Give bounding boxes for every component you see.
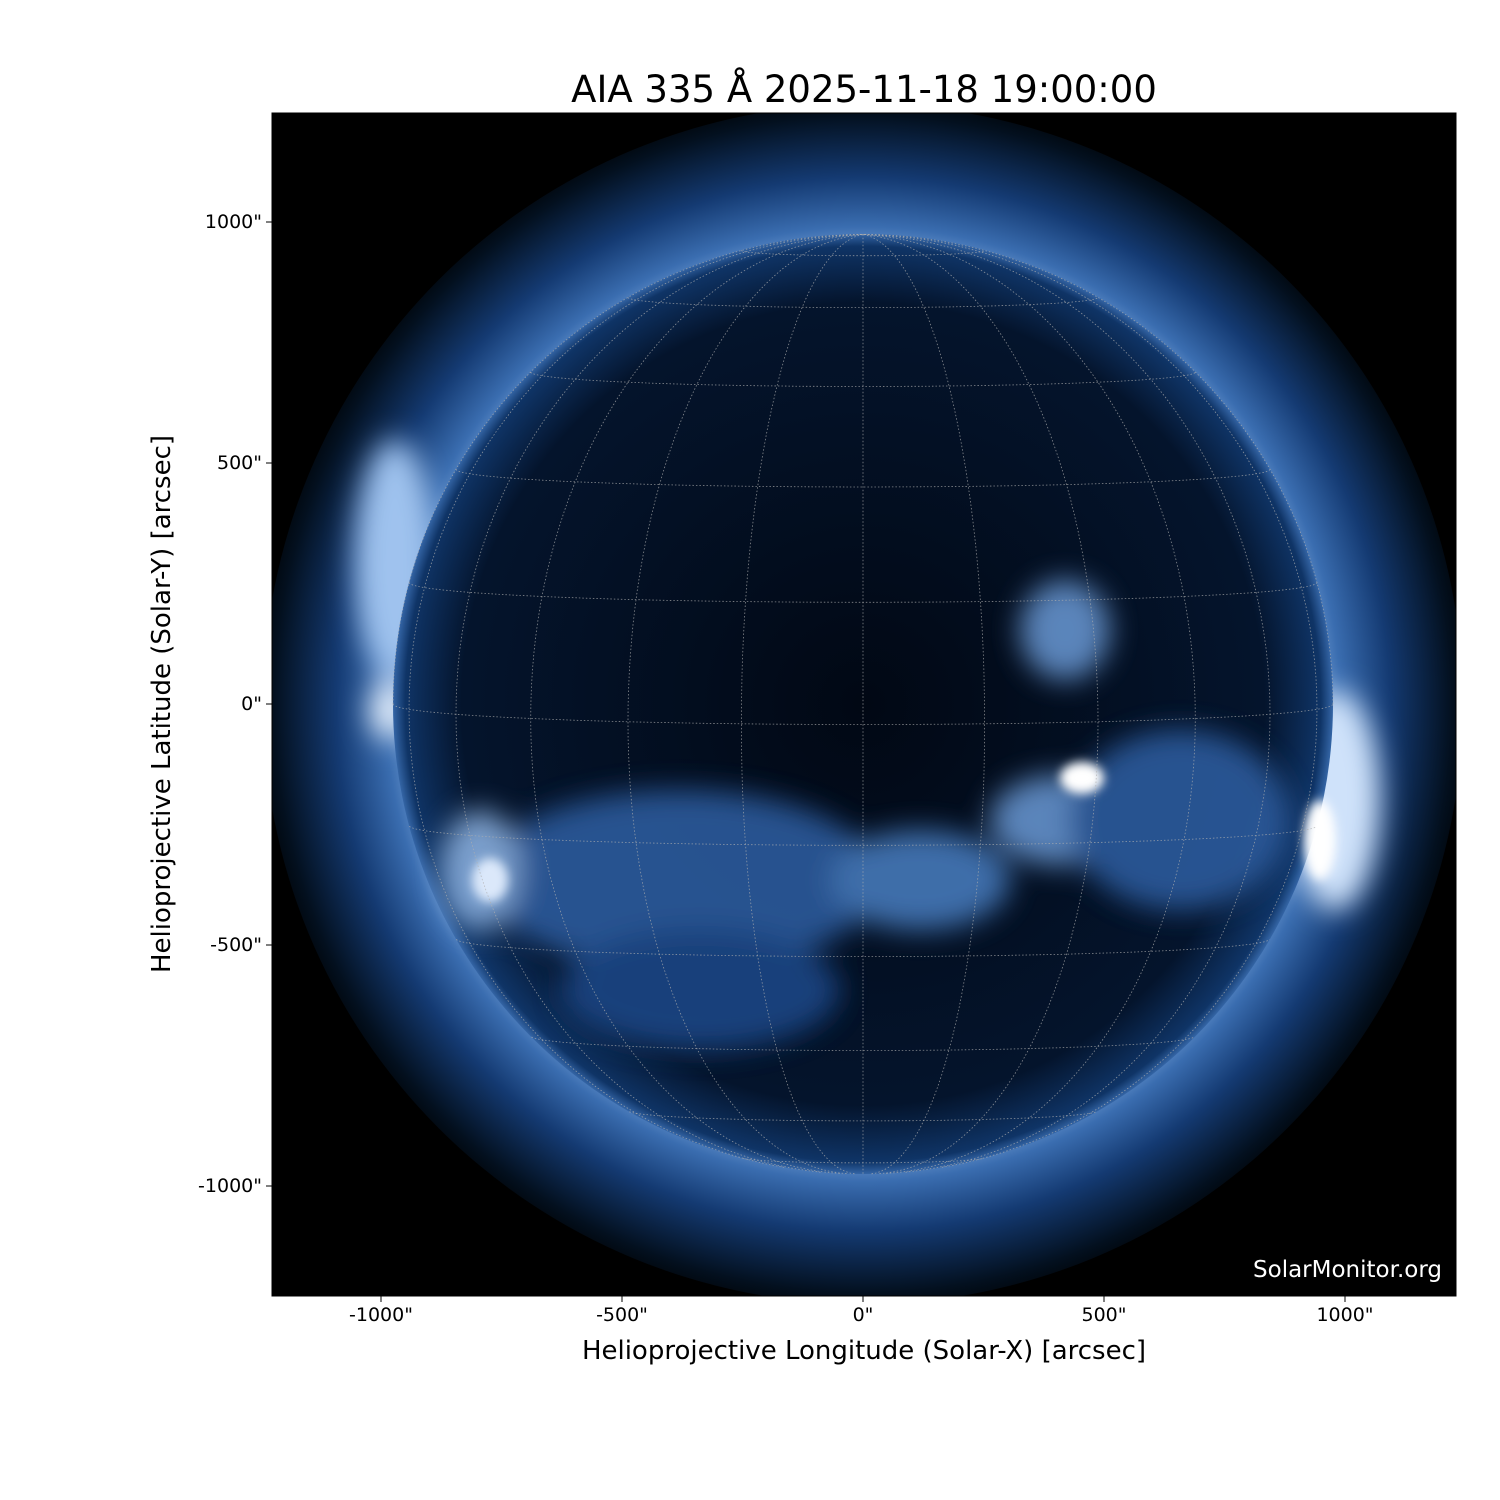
longitude-line — [455, 234, 864, 1173]
latitude-line — [743, 1158, 983, 1164]
plot-title: AIA 335 Å 2025-11-18 19:00:00 — [571, 68, 1157, 111]
y-tick-label: 1000" — [204, 211, 262, 233]
latitude-line — [409, 825, 1317, 846]
x-tick-label: -500" — [596, 1304, 648, 1326]
latitude-line — [408, 582, 1318, 603]
latitude-line — [392, 703, 1334, 725]
y-axis-label: Helioprojective Latitude (Solar-Y) [arcs… — [147, 434, 177, 974]
latitude-line — [741, 250, 985, 257]
x-tick-label: 0" — [852, 1304, 874, 1326]
y-tick-label: 500" — [216, 452, 262, 474]
x-tick-label: 500" — [1081, 1304, 1127, 1326]
y-tick-label: 0" — [241, 693, 262, 715]
heliographic-grid — [392, 234, 1334, 1175]
x-axis-label: Helioprojective Longitude (Solar-X) [arc… — [581, 1336, 1147, 1366]
x-tick-label: 1000" — [1316, 1304, 1374, 1326]
longitude-line — [862, 234, 1271, 1173]
latitude-line — [455, 939, 1271, 957]
longitude-line — [862, 234, 1318, 1168]
y-tick-label: -500" — [210, 934, 262, 956]
y-tick-label: -1000" — [198, 1175, 262, 1197]
watermark: SolarMonitor.org — [1253, 1257, 1442, 1283]
tick-marks — [266, 221, 1346, 1302]
latitude-line — [530, 371, 1196, 387]
longitude-line — [627, 234, 864, 1174]
x-tick-label: -1000" — [349, 1304, 413, 1326]
longitude-line — [408, 234, 864, 1168]
longitude-line — [862, 234, 985, 1175]
latitude-line — [629, 1111, 1097, 1122]
flare-kernels — [472, 762, 1336, 902]
longitude-line — [741, 234, 864, 1175]
longitude-line — [862, 234, 1099, 1174]
latitude-line — [627, 297, 1099, 308]
